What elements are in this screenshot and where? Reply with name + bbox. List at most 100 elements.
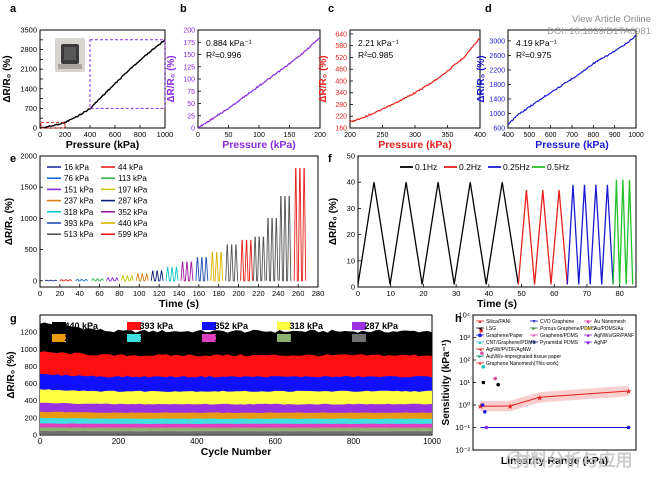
legend-marker: ▲ bbox=[478, 319, 483, 325]
series-pulse-13 bbox=[240, 239, 253, 282]
x-tick-label: 700 bbox=[566, 132, 578, 139]
x-tick-label: 600 bbox=[109, 130, 122, 139]
legend-label: 44 kPa bbox=[118, 163, 143, 172]
y-tick-label: 10³ bbox=[459, 333, 470, 342]
x-tick-label: 200 bbox=[232, 289, 245, 298]
y-tick-label: 150 bbox=[183, 52, 195, 59]
y-tick-label: 0 bbox=[351, 283, 355, 292]
this-work-marker: ★ bbox=[506, 402, 513, 411]
y-tick-label: 800 bbox=[24, 362, 37, 371]
x-tick-label: 1000 bbox=[423, 437, 441, 446]
y-tick-label: 50 bbox=[347, 152, 355, 161]
legend-label: 393 kPa bbox=[64, 219, 94, 228]
x-tick-label: 0 bbox=[38, 437, 43, 446]
legend-label: AgNWs/GR/PANF bbox=[594, 333, 634, 339]
x-tick-label: 1000 bbox=[628, 132, 644, 139]
view-article-link[interactable]: View Article Online bbox=[571, 14, 651, 25]
y-tick-label: 10² bbox=[459, 356, 470, 365]
x-tick-label: 200 bbox=[59, 130, 72, 139]
x-axis-label: Pressure (kPa) bbox=[378, 139, 452, 151]
x-tick-label: 10 bbox=[387, 289, 395, 298]
x-tick-label: 800 bbox=[347, 437, 361, 446]
x-tick-label: 40 bbox=[485, 289, 493, 298]
legend-label: 197 kPa bbox=[118, 185, 148, 194]
legend-marker: ◆ bbox=[586, 340, 590, 346]
y-tick-label: 1200 bbox=[20, 328, 37, 337]
y-tick-label: 640 bbox=[335, 31, 347, 38]
series-pulse-7 bbox=[150, 270, 164, 282]
legend-swatch bbox=[352, 334, 366, 342]
x-tick-label: 80 bbox=[615, 289, 623, 298]
legend-label: Au Nanomesh bbox=[594, 319, 626, 325]
y-tick-label: 1000 bbox=[20, 345, 37, 354]
y-axis-label: ΔR/R₀ (%) bbox=[2, 55, 13, 102]
legend-label: 287 kPa bbox=[118, 197, 148, 206]
x-axis-label: Time (s) bbox=[477, 298, 517, 310]
x-tick-label: 800 bbox=[134, 130, 147, 139]
series-pulse-10 bbox=[195, 257, 209, 282]
series-line bbox=[39, 39, 166, 129]
legend-label: 352 kPa bbox=[214, 321, 249, 331]
x-tick-label: 70 bbox=[583, 289, 591, 298]
series-pulse-2 bbox=[75, 278, 89, 282]
x-tick-label: 260 bbox=[292, 289, 305, 298]
x-tick-label: 400 bbox=[502, 132, 514, 139]
legend-label: 599 kPa bbox=[118, 230, 148, 239]
y-tick-label: 520 bbox=[335, 55, 347, 62]
series-band-9 bbox=[40, 431, 432, 435]
y-axis-label: ΔR/R₀ (%) bbox=[328, 198, 339, 245]
x-tick-label: 100 bbox=[133, 289, 146, 298]
series-pulse-tail-2 bbox=[278, 196, 292, 282]
legend-marker: ● bbox=[586, 326, 589, 332]
series-pulse-1 bbox=[59, 279, 73, 282]
x-tick-label: 60 bbox=[550, 289, 558, 298]
y-tick-label: 220 bbox=[335, 114, 347, 121]
legend-label: Pyramidal PDMS bbox=[540, 340, 579, 346]
article-header: View Article Online DOI: 10.1039/D1TA098… bbox=[547, 14, 651, 38]
wechat-icon-eye bbox=[511, 457, 513, 459]
series-wave-2 bbox=[566, 184, 614, 285]
y-tick-label: 460 bbox=[335, 67, 347, 74]
legend-label: 197 kPa bbox=[139, 333, 174, 343]
y-tick-label: 10⁴ bbox=[458, 311, 470, 320]
legend-label: Graphene/PDMS bbox=[540, 333, 579, 339]
y-tick-label: 25 bbox=[187, 113, 195, 120]
y-tick-label: 600 bbox=[24, 379, 37, 388]
legend-label: 393 kPa bbox=[139, 321, 174, 331]
legend-label: 151 kPa bbox=[64, 185, 94, 194]
series-pulse-12 bbox=[225, 244, 239, 282]
r-squared-annotation: R²=0.975 bbox=[516, 50, 551, 60]
x-tick-label: 500 bbox=[523, 132, 535, 139]
y-tick-label: 2800 bbox=[20, 45, 37, 54]
legend-label: Silica/PANI bbox=[486, 319, 511, 325]
legend-swatch bbox=[127, 322, 141, 330]
y-tick-label: 280 bbox=[335, 102, 347, 109]
series-band-5 bbox=[40, 411, 432, 420]
y-tick-label: 10⁻² bbox=[455, 446, 470, 455]
y-axis-label: ΔR/R₀ (%) bbox=[318, 55, 329, 102]
x-tick-label: 80 bbox=[115, 289, 123, 298]
y-tick-label: 340 bbox=[335, 90, 347, 97]
y-tick-label: 10 bbox=[347, 256, 355, 265]
x-tick-label: 20 bbox=[56, 289, 64, 298]
series-band-3 bbox=[40, 389, 432, 406]
zoom-region-box bbox=[89, 39, 166, 109]
this-work-marker: ★ bbox=[536, 393, 543, 402]
y-tick-label: 125 bbox=[183, 64, 195, 71]
series-band-0 bbox=[40, 322, 432, 359]
legend-marker: ■ bbox=[586, 333, 589, 339]
comparison-point bbox=[479, 328, 483, 333]
legend-label: 0.5Hz bbox=[547, 162, 569, 172]
panel-g: g 0 200 400 600 800 1000 0 200 400 600 800 1000 1200 C… bbox=[6, 313, 441, 458]
y-tick-label: 0 bbox=[33, 431, 37, 440]
legend-label: 0.25Hz bbox=[503, 162, 530, 172]
x-tick-label: 140 bbox=[173, 289, 186, 298]
legend-label: AuNWs-impregnated tissue paper bbox=[486, 354, 561, 360]
y-tick-label: 1400 bbox=[489, 96, 505, 103]
y-tick-label: 1000 bbox=[489, 111, 505, 118]
panel-letter-c: c bbox=[328, 3, 334, 15]
legend-label: 76 kPa bbox=[64, 174, 89, 183]
legend-swatch bbox=[277, 322, 291, 330]
y-tick-label: 400 bbox=[335, 78, 347, 85]
panel-letter-g: g bbox=[10, 313, 17, 325]
